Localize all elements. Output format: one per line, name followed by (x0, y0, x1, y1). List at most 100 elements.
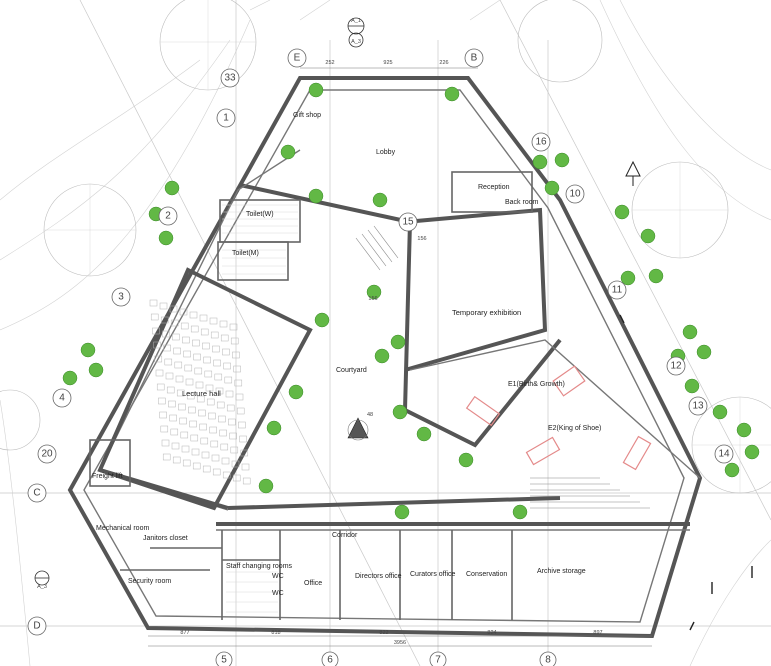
shrub-icon (512, 504, 528, 520)
room-label-directors-office: Directors office (355, 573, 402, 580)
seat (242, 477, 251, 485)
shrub-icon (444, 86, 460, 102)
seat (160, 316, 169, 324)
grid-label: 4 (59, 393, 65, 404)
site-markers (619, 314, 753, 631)
shrub-icon (372, 192, 388, 208)
dimension-text: 252 (325, 60, 334, 66)
seat (232, 351, 240, 359)
seat (150, 313, 159, 321)
dimensions: 252 925 226 877 818 822 824 897 3956 156… (148, 60, 652, 647)
seat (169, 414, 177, 422)
seat (149, 299, 158, 307)
grid-label: 2 (165, 211, 171, 222)
seat (195, 381, 204, 389)
shrub-icon (614, 204, 630, 220)
shrub-icon (80, 342, 96, 358)
seat (232, 474, 241, 482)
seat (231, 460, 240, 468)
dimension-text: 156 (368, 296, 377, 302)
grid-label: 10 (569, 189, 581, 200)
seat (199, 423, 207, 431)
room-label-office: Office (304, 580, 322, 587)
seat (222, 348, 230, 356)
seat (180, 431, 189, 439)
shrub-icon (696, 344, 712, 360)
room-label-wc-2: WC (272, 590, 284, 597)
seat (219, 320, 228, 328)
shrub-icon (620, 270, 636, 286)
seat (222, 471, 231, 479)
seat (203, 356, 211, 364)
seat (158, 397, 166, 405)
room-label-e2: E2(King of Shoe) (548, 425, 601, 432)
grid-label: 33 (224, 73, 236, 84)
room-label-curators-office: Curators office (410, 571, 455, 578)
seat (153, 341, 161, 349)
shrub-icon (158, 230, 174, 246)
room-label-courtyard: Courtyard (336, 367, 367, 374)
seat (180, 322, 189, 330)
seat (225, 390, 234, 398)
grid-label: 7 (435, 655, 441, 666)
shrub-icon (532, 154, 548, 170)
room-label-janitors-closet: Janitors closet (143, 535, 188, 542)
seat (182, 459, 191, 467)
seat (214, 373, 223, 381)
shrub-icon (288, 384, 304, 400)
seat (202, 342, 210, 350)
seat (229, 432, 237, 440)
room-label-archive-storage: Archive storage (537, 568, 586, 575)
seat (208, 412, 216, 420)
seat (160, 425, 169, 433)
room-label-toilet-m: Toilet(M) (232, 250, 259, 257)
seat (194, 367, 203, 375)
grid-label: B (471, 53, 478, 64)
dimension-text: 824 (487, 630, 496, 636)
shrub-icon (164, 180, 180, 196)
seat (235, 393, 244, 401)
seat (226, 404, 235, 412)
seat (163, 344, 171, 352)
seat (199, 314, 208, 322)
shrub-icon (266, 420, 282, 436)
seat (171, 442, 180, 450)
seat (166, 386, 175, 394)
shrub-icon (648, 268, 664, 284)
dimension-text: 226 (439, 60, 448, 66)
shrub-icon (682, 324, 698, 340)
shrub-icon (744, 444, 760, 460)
seat (211, 454, 220, 462)
room-label-lecture-hall: Lecture hall (182, 389, 221, 398)
seat (179, 308, 188, 316)
seat (200, 328, 209, 336)
seat (179, 417, 187, 425)
grid-label: D (33, 621, 40, 632)
seat (233, 365, 241, 373)
seat (192, 339, 200, 347)
section-label: A_1 (351, 18, 361, 24)
grid-label: 5 (221, 655, 227, 666)
shrub-icon (88, 362, 104, 378)
grid-labels: E B 33 1 2 3 4 20 C D 16 10 11 12 13 14 … (27, 48, 734, 666)
grid-label: C (33, 488, 40, 499)
room-label-corridor: Corridor (332, 532, 358, 539)
tree-canopies (0, 0, 771, 494)
shrub-icon (416, 426, 432, 442)
shrub-icon (684, 378, 700, 394)
seat (209, 426, 217, 434)
seat (210, 331, 219, 339)
seat (215, 387, 224, 395)
room-label-e1: E1(Birth& Growth) (508, 381, 565, 388)
shrub-icon (308, 82, 324, 98)
shrub-icon (394, 504, 410, 520)
grid-label: 3 (118, 292, 124, 303)
sculpture-icon (347, 417, 369, 441)
section-label: A_3 (37, 584, 47, 590)
lecture-hall-seating (149, 299, 251, 485)
dimension-text: 822 (379, 630, 388, 636)
seat (220, 334, 229, 342)
shrub-icon (258, 478, 274, 494)
grid-label: 11 (612, 285, 623, 296)
